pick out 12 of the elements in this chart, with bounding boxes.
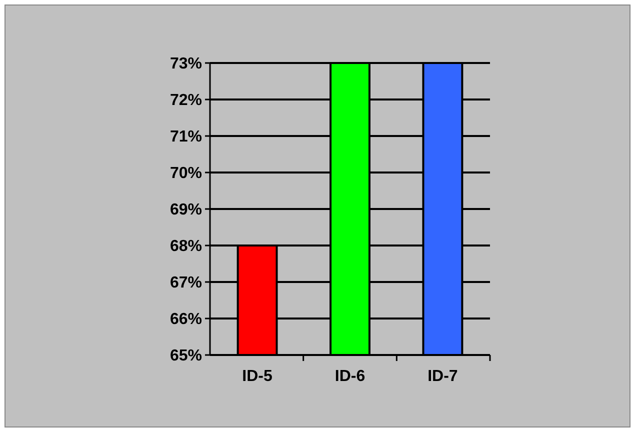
y-tick-label: 65% (170, 348, 202, 365)
y-tick-label: 69% (170, 202, 202, 219)
x-tick-label: ID-7 (428, 368, 458, 385)
y-tick-label: 70% (170, 165, 202, 182)
x-tick-label: ID-6 (334, 368, 366, 385)
x-tick-label: ID-5 (242, 368, 272, 385)
y-tick-label: 67% (170, 274, 202, 292)
y-tick-label: 71% (170, 128, 202, 146)
y-tick-label: 68% (170, 238, 202, 256)
y-tick-label: 66% (170, 311, 202, 328)
y-tick-label: 73% (170, 56, 202, 73)
y-tick-label: 72% (170, 92, 202, 110)
